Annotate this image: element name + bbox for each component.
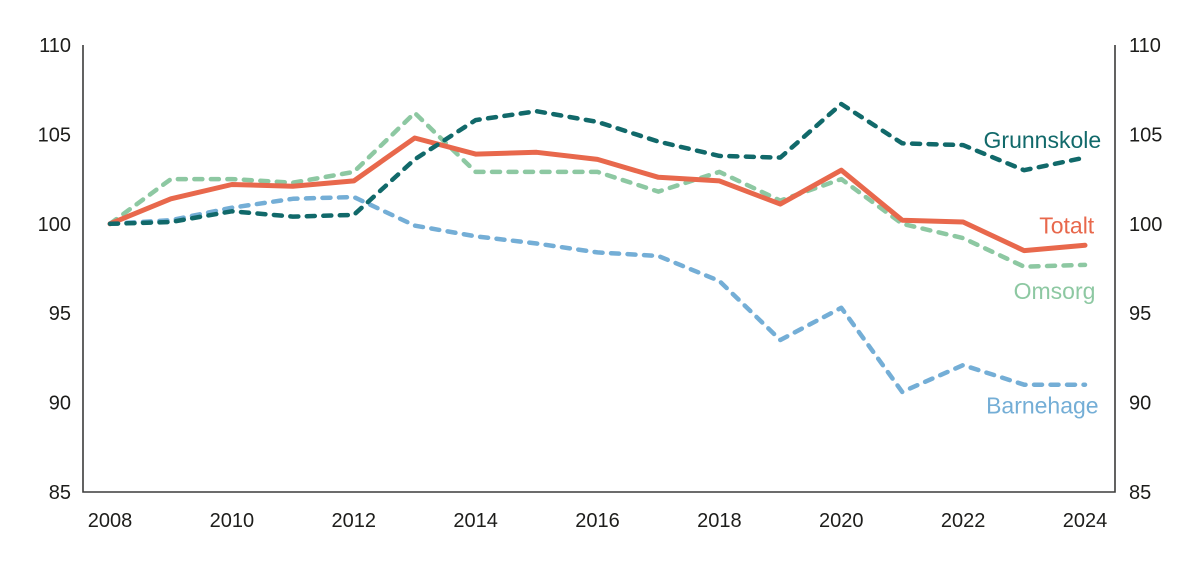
y-tick-label-right: 100 [1129,214,1162,236]
x-tick-label: 2014 [453,510,498,532]
axes-frame [82,45,1116,493]
x-tick-label: 2016 [575,510,620,532]
series-label-omsorg: Omsorg [1014,278,1096,304]
x-tick-label: 2020 [819,510,864,532]
y-tick-label-left: 85 [49,482,71,504]
y-tick-label-left: 90 [49,393,71,415]
series-line-totalt [107,135,1088,254]
y-tick-label-left: 95 [49,303,71,325]
x-tick-label: 2018 [697,510,742,532]
series-label-barnehage: Barnehage [986,392,1099,418]
y-tick-label-left: 105 [38,124,71,146]
y-tick-label-left: 100 [38,214,71,236]
y-tick-label-right: 110 [1129,35,1161,57]
y-tick-label-right: 85 [1129,482,1151,504]
series-label-grunnskole: Grunnskole [984,127,1102,153]
series-line-barnehage [107,194,1088,395]
x-tick-label: 2012 [332,510,377,532]
series-line-grunnskole [107,101,1088,227]
y-tick-label-right: 105 [1129,124,1162,146]
series-label-totalt: Totalt [1039,213,1095,239]
y-tick-label-left: 110 [39,35,71,57]
y-tick-label-right: 90 [1129,393,1151,415]
y-tick-label-right: 95 [1129,303,1151,325]
x-tick-label: 2008 [88,510,133,532]
series-line-omsorg [107,110,1088,269]
x-tick-label: 2024 [1063,510,1108,532]
x-tick-label: 2010 [210,510,255,532]
x-tick-label: 2022 [941,510,986,532]
